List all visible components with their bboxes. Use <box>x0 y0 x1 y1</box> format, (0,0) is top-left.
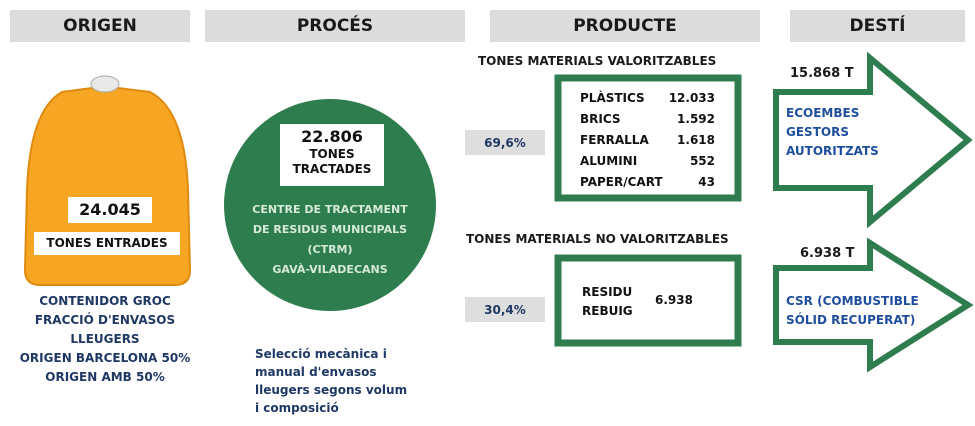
process-value: 22.806 <box>301 127 363 146</box>
item-row: PLÀSTICS 12.033 <box>580 88 715 109</box>
caption-line: manual d'envasos <box>255 365 377 379</box>
process-center: CENTRE DE TRACTAMENT DE RESIDUS MUNICIPAL… <box>230 200 430 280</box>
destination-line: CSR (COMBUSTIBLE <box>786 294 919 308</box>
item-name: PLÀSTICS <box>580 91 645 105</box>
header: PRODUCTE <box>490 10 760 42</box>
item-value: 1.592 <box>677 112 715 126</box>
destination-lines: CSR (COMBUSTIBLE SÓLID RECUPERAT) <box>786 292 919 330</box>
rejected-value: 6.938 <box>655 293 693 307</box>
destination-line: AUTORITZATS <box>786 144 879 158</box>
destination-line: GESTORS <box>786 125 849 139</box>
caption-line: i composició <box>255 401 339 415</box>
rejected-title: TONES MATERIALS NO VALORITZABLES <box>466 232 729 246</box>
origin-unit: TONES ENTRADES <box>34 232 180 255</box>
process-box: 22.806 TONES TRACTADES <box>280 124 384 186</box>
item-name: BRICS <box>580 112 621 126</box>
destination-line: ECOEMBES <box>786 106 860 120</box>
header: PROCÉS <box>205 10 465 42</box>
recoverable-share: 69,6% <box>465 130 545 155</box>
rejected-label-line: RESIDU <box>582 285 633 299</box>
recoverable-box <box>554 74 742 202</box>
item-row: PAPER/CART 43 <box>580 172 715 193</box>
process-caption: Selecció mecànica i manual d'envasos lleug… <box>255 345 455 417</box>
header: DESTÍ <box>790 10 965 42</box>
rejected-box <box>554 254 742 347</box>
container-lid <box>90 75 120 93</box>
rejected-share: 30,4% <box>465 297 545 322</box>
item-name: ALUMINI <box>580 154 638 168</box>
arrow <box>773 51 973 229</box>
destination-lines: ECOEMBES GESTORS AUTORITZATS <box>786 104 879 161</box>
arrow <box>773 237 974 373</box>
item-row: ALUMINI 552 <box>580 151 715 172</box>
center-line: GAVÀ-VILADECANS <box>272 263 388 276</box>
item-name: PAPER/CART <box>580 175 663 189</box>
caption-line: CONTENIDOR GROC <box>39 294 171 308</box>
item-value: 1.618 <box>677 133 715 147</box>
item-value: 43 <box>698 175 715 189</box>
center-line: (CTRM) <box>307 243 353 256</box>
process-unit: TRACTADES <box>292 162 372 176</box>
destination-line: SÓLID RECUPERAT) <box>786 313 916 327</box>
center-line: DE RESIDUS MUNICIPALS <box>252 223 408 236</box>
caption-line: ORIGEN AMB 50% <box>45 370 165 384</box>
header: ORIGEN <box>10 10 190 42</box>
recoverable-items: PLÀSTICS 12.033 BRICS 1.592 FERRALLA 1.618 ALU… <box>580 88 715 193</box>
destination-amount: 6.938 T <box>800 246 855 261</box>
rejected-label-line: REBUIG <box>582 304 633 318</box>
caption-line: LLEUGERS <box>70 332 140 346</box>
caption-line: Selecció mecànica i <box>255 347 387 361</box>
item-row: BRICS 1.592 <box>580 109 715 130</box>
item-name: FERRALLA <box>580 133 649 147</box>
recoverable-title: TONES MATERIALS VALORITZABLES <box>478 54 717 68</box>
item-value: 552 <box>689 154 715 168</box>
rejected-label: RESIDU REBUIG <box>582 283 633 321</box>
item-row: FERRALLA 1.618 <box>580 130 715 151</box>
caption-line: FRACCIÓ D'ENVASOS <box>34 313 176 327</box>
caption-line: ORIGEN BARCELONA 50% <box>19 351 191 365</box>
origin-value: 24.045 <box>68 197 152 223</box>
item-value: 12.033 <box>668 91 715 105</box>
center-line: CENTRE DE TRACTAMENT <box>252 203 408 216</box>
process-unit: TONES <box>309 147 355 161</box>
destination-amount: 15.868 T <box>790 66 854 81</box>
origin-caption: CONTENIDOR GROC FRACCIÓ D'ENVASOS LLEUGERS… <box>0 292 210 387</box>
caption-line: lleugers segons volum <box>255 383 408 397</box>
